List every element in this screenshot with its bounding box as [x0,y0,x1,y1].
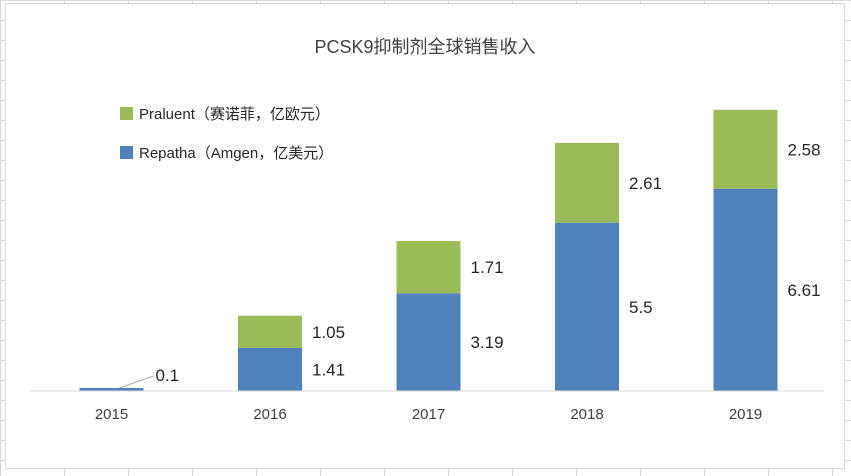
leader-line-2015 [119,375,154,389]
bar-praluent-2019[interactable] [713,109,778,189]
legend-swatch-repatha [120,146,133,159]
data-label-praluent-2018: 2.61 [629,174,662,193]
x-tick-2017: 2017 [412,406,445,423]
data-label-repatha-2018: 5.5 [629,298,653,317]
bar-repatha-2017[interactable] [396,293,461,391]
x-tick-2016: 2016 [253,406,286,423]
data-label-repatha-2019: 6.61 [788,281,821,300]
data-label-repatha-2016: 1.41 [312,360,345,379]
bar-praluent-2016[interactable] [238,315,302,348]
x-tick-2019: 2019 [729,406,762,423]
legend-label-praluent: Praluent（赛诺菲，亿欧元） [139,106,330,123]
data-label-repatha-2017: 3.19 [471,333,504,352]
bar-repatha-2015[interactable] [79,387,144,391]
data-label-repatha-2015: 0.1 [156,366,180,385]
data-label-praluent-2019: 2.58 [788,140,821,159]
data-label-praluent-2016: 1.05 [312,323,345,342]
legend: Praluent（赛诺菲，亿欧元） Repatha（Amgen，亿美元） [120,106,333,162]
bars [79,109,778,391]
bar-praluent-2018[interactable] [555,142,619,223]
x-tick-2015: 2015 [95,406,128,423]
data-labels: 0.1 1.41 1.05 3.19 1.71 5.5 2.61 6.61 2.58 [119,140,821,389]
data-label-praluent-2017: 1.71 [471,258,504,277]
x-axis-ticks: 2015 2016 2017 2018 2019 [95,406,762,423]
bar-repatha-2016[interactable] [238,347,302,391]
bar-repatha-2019[interactable] [713,188,778,391]
bar-repatha-2018[interactable] [555,222,619,391]
legend-swatch-praluent [120,107,133,120]
bar-praluent-2017[interactable] [396,241,461,294]
legend-label-repatha: Repatha（Amgen，亿美元） [139,145,333,162]
x-tick-2018: 2018 [570,406,603,423]
chart-title: PCSK9抑制剂全球销售收入 [314,37,535,57]
